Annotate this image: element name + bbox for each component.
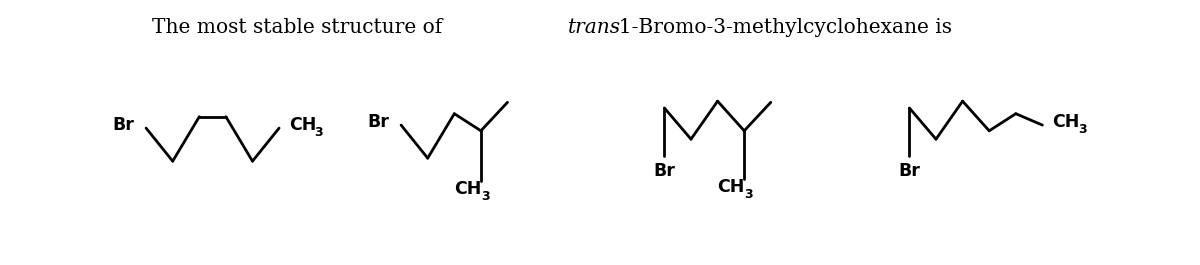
Text: 3: 3	[1078, 123, 1086, 136]
Text: CH: CH	[289, 116, 317, 134]
Text: 3: 3	[481, 190, 490, 203]
Text: 3: 3	[744, 188, 752, 201]
Text: Br: Br	[113, 116, 134, 134]
Text: CH: CH	[718, 178, 745, 196]
Text: Br: Br	[367, 113, 389, 131]
Text: Br: Br	[899, 162, 920, 180]
Text: CH: CH	[455, 180, 481, 198]
Text: trans: trans	[568, 19, 620, 38]
Text: -1-Bromo-3-methylcyclohexane is: -1-Bromo-3-methylcyclohexane is	[612, 19, 952, 38]
Text: Br: Br	[654, 162, 676, 180]
Text: 3: 3	[314, 126, 323, 139]
Text: CH: CH	[1052, 113, 1080, 131]
Text: The most stable structure of: The most stable structure of	[152, 19, 449, 38]
